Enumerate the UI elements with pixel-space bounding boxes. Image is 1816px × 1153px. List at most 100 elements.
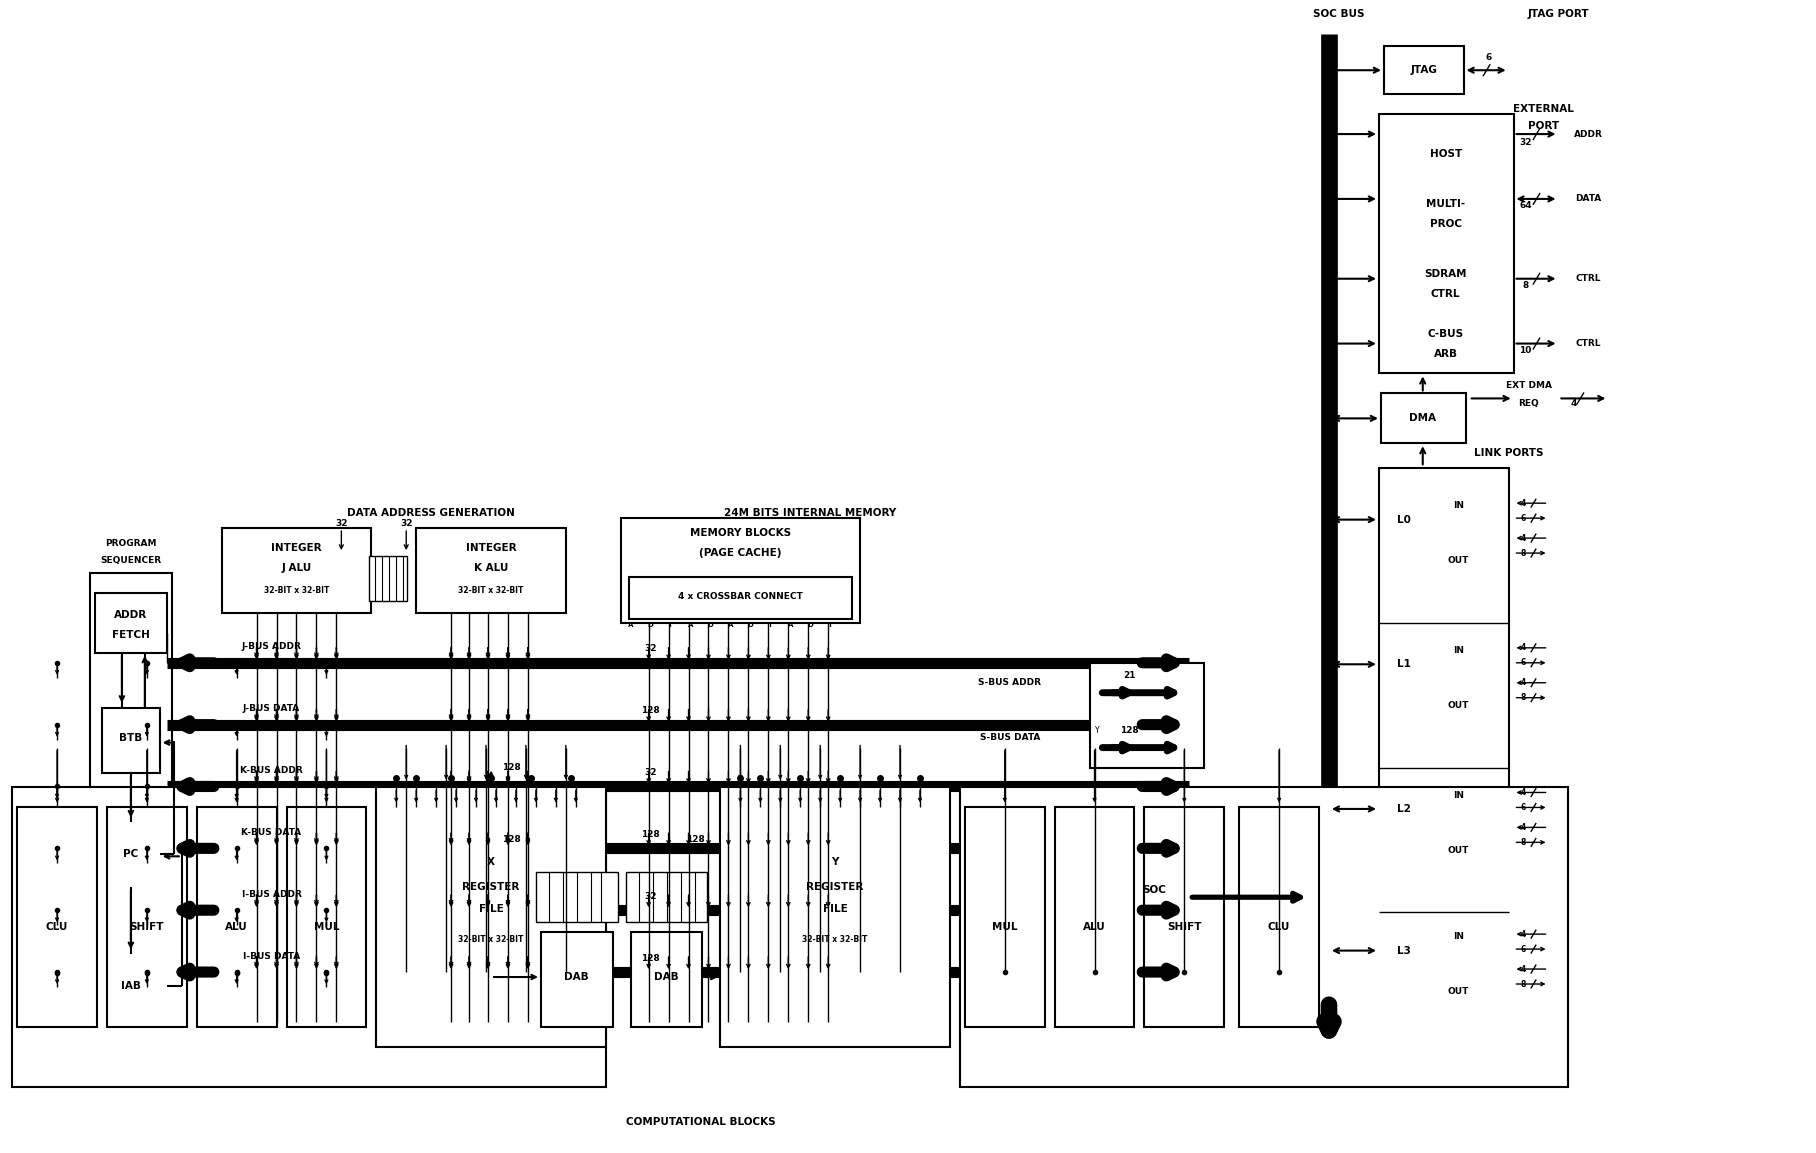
Text: 4: 4 xyxy=(1520,534,1525,543)
Text: 32: 32 xyxy=(1520,137,1531,146)
Text: 4 x CROSSBAR CONNECT: 4 x CROSSBAR CONNECT xyxy=(677,593,803,602)
Text: PROC: PROC xyxy=(1429,219,1462,228)
Text: 32: 32 xyxy=(645,645,657,654)
Bar xyxy=(1090,663,1204,768)
Bar xyxy=(94,954,167,1019)
Text: HOST: HOST xyxy=(1429,149,1462,159)
Text: 32-BIT x 32-BIT: 32-BIT x 32-BIT xyxy=(458,935,523,943)
Text: 128: 128 xyxy=(641,706,659,715)
Bar xyxy=(628,576,852,619)
Text: DAB: DAB xyxy=(654,972,679,982)
Text: L3: L3 xyxy=(1397,945,1411,956)
Text: A: A xyxy=(688,621,694,628)
Text: A: A xyxy=(788,621,794,628)
Text: 4: 4 xyxy=(1520,678,1525,687)
Text: D: D xyxy=(748,621,754,628)
Text: 4: 4 xyxy=(1571,399,1576,408)
Text: PORT: PORT xyxy=(1527,121,1558,131)
Text: 4: 4 xyxy=(1520,787,1525,797)
Text: REQ: REQ xyxy=(1518,399,1538,408)
Bar xyxy=(1378,468,1509,1057)
Text: SDRAM: SDRAM xyxy=(1424,269,1467,279)
Text: A: A xyxy=(628,621,634,628)
Text: ARB: ARB xyxy=(1433,348,1458,359)
Text: EXT DMA: EXT DMA xyxy=(1505,380,1551,390)
Text: 32: 32 xyxy=(645,891,657,900)
Text: FILE: FILE xyxy=(823,904,848,914)
Text: 6: 6 xyxy=(1520,944,1525,954)
Text: REGISTER: REGISTER xyxy=(463,882,519,892)
Text: 8: 8 xyxy=(1520,980,1525,988)
Text: DMA: DMA xyxy=(1409,414,1436,423)
Text: IN: IN xyxy=(1453,646,1464,655)
Text: OUT: OUT xyxy=(1447,701,1469,710)
Text: CTRL: CTRL xyxy=(1576,274,1602,284)
Text: JTAG: JTAG xyxy=(1411,66,1436,75)
Text: A: A xyxy=(728,621,734,628)
Text: S-BUS ADDR: S-BUS ADDR xyxy=(979,678,1041,687)
Text: 8: 8 xyxy=(1522,281,1529,291)
Text: SHIFT: SHIFT xyxy=(1168,922,1202,932)
Text: 64: 64 xyxy=(1520,202,1533,210)
Text: Y: Y xyxy=(1095,726,1100,736)
Bar xyxy=(627,873,708,922)
Text: 128: 128 xyxy=(641,830,659,839)
Text: LINK PORTS: LINK PORTS xyxy=(1475,449,1544,458)
Text: CTRL: CTRL xyxy=(1431,288,1460,299)
Text: 6: 6 xyxy=(1520,802,1525,812)
Text: 128: 128 xyxy=(686,835,705,844)
Text: 6: 6 xyxy=(1485,53,1491,62)
Text: REGISTER: REGISTER xyxy=(806,882,864,892)
Text: 6: 6 xyxy=(1520,513,1525,522)
Text: 4: 4 xyxy=(1520,499,1525,507)
Text: 128: 128 xyxy=(641,954,659,963)
Text: 32-BIT x 32-BIT: 32-BIT x 32-BIT xyxy=(263,587,329,595)
Text: 128: 128 xyxy=(501,763,521,773)
Text: ALU: ALU xyxy=(1082,922,1106,932)
Text: D: D xyxy=(648,621,654,628)
Text: INTEGER: INTEGER xyxy=(271,543,321,553)
Text: ADDR: ADDR xyxy=(1574,129,1604,138)
Text: MEMORY BLOCKS: MEMORY BLOCKS xyxy=(690,528,792,538)
Text: 128: 128 xyxy=(501,835,521,844)
Text: 32: 32 xyxy=(336,519,347,528)
Bar xyxy=(102,708,160,773)
Text: 8: 8 xyxy=(1520,693,1525,702)
Text: SHIFT: SHIFT xyxy=(129,922,163,932)
Text: I/F: I/F xyxy=(1148,905,1162,915)
Text: PC: PC xyxy=(123,850,138,859)
Text: CLU: CLU xyxy=(45,922,69,932)
Bar xyxy=(621,518,861,623)
Text: L2: L2 xyxy=(1397,804,1411,814)
Text: L1: L1 xyxy=(1397,660,1411,669)
Text: MUL: MUL xyxy=(314,922,340,932)
Text: CLU: CLU xyxy=(1268,922,1291,932)
Text: I-BUS DATA: I-BUS DATA xyxy=(243,951,300,960)
Bar xyxy=(630,932,703,1027)
Text: SOC: SOC xyxy=(1142,886,1166,895)
Text: 6: 6 xyxy=(1520,658,1525,668)
Bar xyxy=(287,807,367,1027)
Text: T: T xyxy=(668,621,674,628)
Bar xyxy=(94,593,167,653)
Bar xyxy=(1144,807,1224,1027)
Text: 4: 4 xyxy=(1520,965,1525,973)
Text: MUL: MUL xyxy=(992,922,1017,932)
Bar xyxy=(541,932,612,1027)
Text: IN: IN xyxy=(1453,791,1464,800)
Text: (PAGE CACHE): (PAGE CACHE) xyxy=(699,548,781,558)
Text: T: T xyxy=(768,621,774,628)
Text: D: D xyxy=(708,621,714,628)
Text: SOC BUS: SOC BUS xyxy=(1313,9,1364,20)
Text: OUT: OUT xyxy=(1447,987,1469,996)
Text: 4: 4 xyxy=(1520,823,1525,832)
Bar xyxy=(91,573,173,1022)
Text: DATA: DATA xyxy=(1574,195,1602,203)
Bar xyxy=(369,556,407,601)
Text: 128: 128 xyxy=(1120,726,1139,736)
Text: IN: IN xyxy=(1453,933,1464,941)
Text: T: T xyxy=(828,621,834,628)
Text: C-BUS: C-BUS xyxy=(1427,329,1464,339)
Text: 8: 8 xyxy=(1520,838,1525,846)
Text: DATA ADDRESS GENERATION: DATA ADDRESS GENERATION xyxy=(347,508,516,518)
